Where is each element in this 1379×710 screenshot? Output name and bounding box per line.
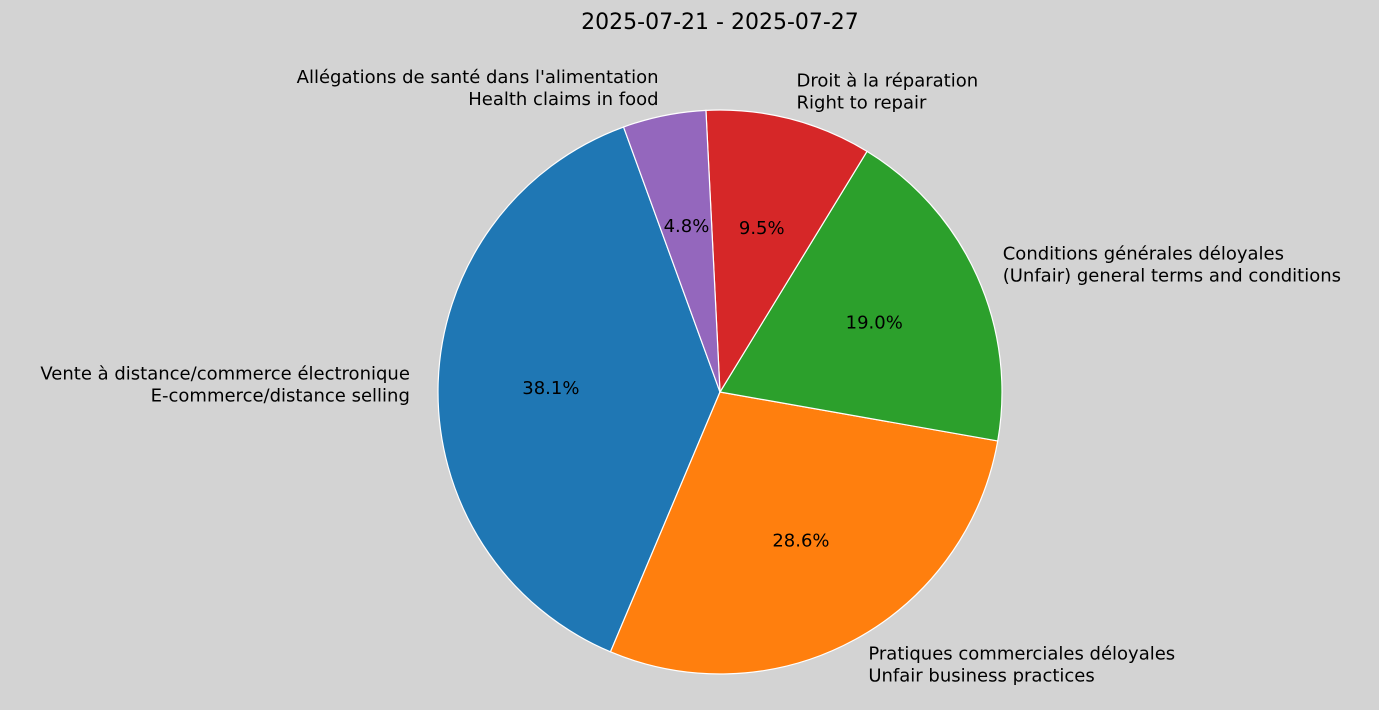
slice-category-label: Conditions générales déloyales (Unfair) g…	[1003, 243, 1341, 286]
label-english: Health claims in food	[468, 89, 658, 110]
label-english: Right to repair	[797, 92, 927, 113]
slice-percentage-label: 38.1%	[522, 378, 579, 399]
label-english: (Unfair) general terms and conditions	[1003, 265, 1341, 286]
pie-slice	[437, 126, 721, 653]
label-french: Pratiques commerciales déloyales	[868, 643, 1175, 664]
slice-percentage-label: 4.8%	[664, 216, 710, 237]
label-french: Conditions générales déloyales	[1003, 243, 1284, 264]
label-english: E-commerce/distance selling	[151, 385, 410, 406]
slice-category-label: Allégations de santé dans l'alimentation…	[297, 67, 659, 110]
label-french: Allégations de santé dans l'alimentation	[297, 67, 659, 88]
pie-slice	[622, 109, 721, 393]
label-french: Vente à distance/commerce électronique	[40, 363, 410, 384]
pie-slice	[705, 109, 868, 394]
slice-percentage-label: 9.5%	[739, 218, 785, 239]
slice-percentage-label: 28.6%	[772, 531, 829, 552]
label-french: Droit à la réparation	[797, 70, 979, 91]
pie-slice	[609, 391, 999, 675]
pie-slice	[719, 150, 1003, 442]
slice-category-label: Vente à distance/commerce électronique E-…	[40, 363, 410, 406]
chart-title: 2025-07-21 - 2025-07-27	[581, 10, 859, 35]
slice-percentage-label: 19.0%	[846, 312, 903, 333]
slice-category-label: Droit à la réparation Right to repair	[797, 70, 979, 113]
label-english: Unfair business practices	[868, 665, 1094, 686]
slice-category-label: Pratiques commerciales déloyales Unfair b…	[868, 643, 1175, 686]
